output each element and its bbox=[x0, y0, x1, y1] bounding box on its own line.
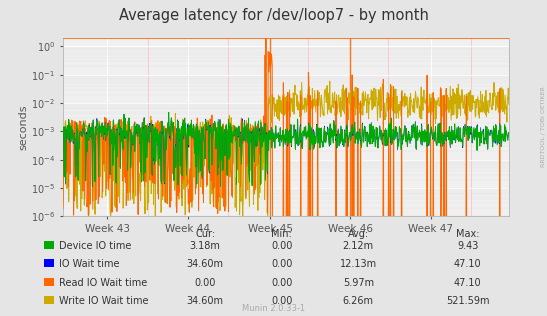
Text: 521.59m: 521.59m bbox=[446, 296, 490, 306]
Text: 47.10: 47.10 bbox=[454, 259, 481, 269]
Text: Device IO time: Device IO time bbox=[59, 241, 131, 251]
Text: 2.12m: 2.12m bbox=[343, 241, 374, 251]
Text: 0.00: 0.00 bbox=[271, 296, 293, 306]
Text: 47.10: 47.10 bbox=[454, 277, 481, 288]
Text: Avg:: Avg: bbox=[348, 229, 369, 239]
Text: 3.18m: 3.18m bbox=[190, 241, 220, 251]
Text: Munin 2.0.33-1: Munin 2.0.33-1 bbox=[242, 305, 305, 313]
Text: 34.60m: 34.60m bbox=[187, 296, 224, 306]
Text: Read IO Wait time: Read IO Wait time bbox=[59, 277, 147, 288]
Y-axis label: seconds: seconds bbox=[18, 105, 28, 150]
Text: 6.26m: 6.26m bbox=[343, 296, 374, 306]
Text: Max:: Max: bbox=[456, 229, 479, 239]
Text: Average latency for /dev/loop7 - by month: Average latency for /dev/loop7 - by mont… bbox=[119, 8, 428, 23]
Text: 34.60m: 34.60m bbox=[187, 259, 224, 269]
Text: Write IO Wait time: Write IO Wait time bbox=[59, 296, 148, 306]
Text: 0.00: 0.00 bbox=[271, 259, 293, 269]
Text: Cur:: Cur: bbox=[195, 229, 215, 239]
Text: 0.00: 0.00 bbox=[194, 277, 216, 288]
Text: RRDTOOL / TOBI OETIKER: RRDTOOL / TOBI OETIKER bbox=[541, 86, 546, 167]
Text: 9.43: 9.43 bbox=[457, 241, 479, 251]
Text: IO Wait time: IO Wait time bbox=[59, 259, 119, 269]
Text: 0.00: 0.00 bbox=[271, 241, 293, 251]
Text: 0.00: 0.00 bbox=[271, 277, 293, 288]
Text: 5.97m: 5.97m bbox=[343, 277, 374, 288]
Text: Min:: Min: bbox=[271, 229, 292, 239]
Text: 12.13m: 12.13m bbox=[340, 259, 377, 269]
